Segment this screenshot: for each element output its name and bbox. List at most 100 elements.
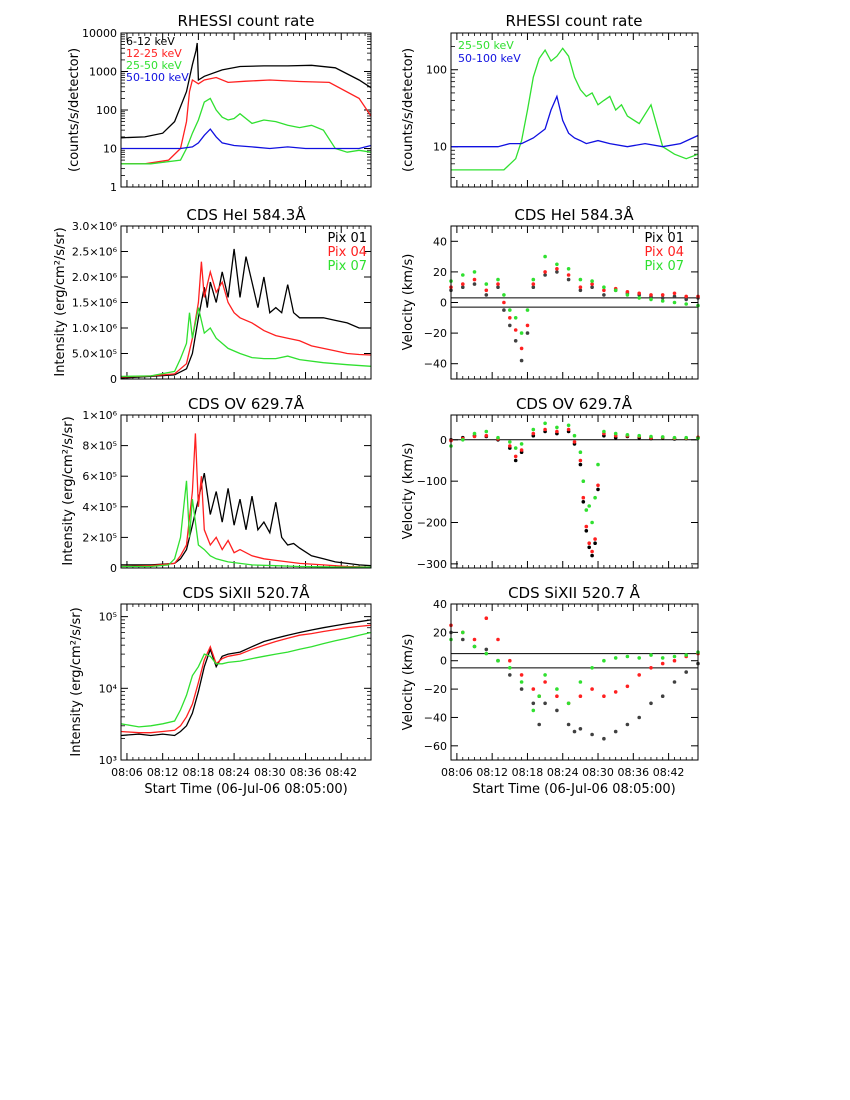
data-point <box>543 673 547 677</box>
data-point <box>484 429 489 434</box>
legend-entry: 6-12 keV <box>126 35 175 48</box>
data-point <box>637 433 641 438</box>
plot-frame <box>120 225 372 380</box>
data-point <box>625 654 630 659</box>
data-point <box>543 680 547 684</box>
data-point <box>660 656 665 660</box>
data-point <box>596 487 600 492</box>
data-point <box>461 282 465 286</box>
data-point <box>472 434 477 439</box>
data-point <box>461 438 465 442</box>
data-point <box>587 541 591 545</box>
x-tick-label: 08:36 <box>290 766 322 779</box>
y-tick-label: 6×10⁵ <box>82 470 117 483</box>
x-tick-labels: 08:06 08:12 08:18 08:24 08:30 08:36 08:42 <box>111 766 357 779</box>
data-point <box>596 462 600 467</box>
series-line <box>121 480 371 568</box>
x-axis-label: Start Time (06-Jul-06 08:05:00) <box>144 782 347 797</box>
data-point <box>531 431 536 436</box>
data-point <box>613 288 618 293</box>
plot-frame <box>450 603 699 761</box>
y-tick-label: 20 <box>433 266 447 279</box>
y-axis-label: (counts/s/detector) <box>401 48 416 172</box>
data-point <box>484 282 489 286</box>
plot-frame <box>450 32 699 188</box>
panel-he-velocity: CDS HeI 584.3Å −40 −20 0 20 40 Velocity (km/… <box>401 205 700 380</box>
data-point <box>555 429 559 434</box>
y-tick-label: 2×10⁵ <box>82 531 117 544</box>
data-point <box>578 450 583 455</box>
data-point <box>572 440 577 444</box>
y-axis-label: Velocity (km/s) <box>401 443 416 540</box>
legend-entry: Pix 07 <box>327 259 367 274</box>
data-point <box>566 267 571 271</box>
x-tick-label: 08:12 <box>476 766 508 779</box>
panel-ov-velocity: CDS OV 629.7Å −300 −200 −100 0 Velocity (km… <box>401 394 700 571</box>
data-point <box>672 300 677 305</box>
data-point <box>543 427 547 432</box>
data-point <box>484 651 489 656</box>
y-tick-label: −40 <box>424 711 447 724</box>
y-tick-label: 10³ <box>99 754 117 767</box>
legend: Pix 01 Pix 04 Pix 07 <box>644 231 684 274</box>
data-point <box>472 637 477 642</box>
panel-rhessi-right: RHESSI count rate 10 100 (counts/s/detect… <box>401 12 699 188</box>
y-tick-label: 10000 <box>82 27 117 40</box>
data-point <box>584 524 589 529</box>
data-point <box>555 262 559 267</box>
y-tick-label: −200 <box>417 517 447 530</box>
data-point <box>581 479 586 484</box>
panel-title: CDS HeI 584.3Å <box>186 205 306 224</box>
legend-entry: Pix 01 <box>644 231 684 246</box>
data-point <box>484 433 489 438</box>
y-tick-label: 40 <box>433 598 447 611</box>
data-point <box>590 732 594 737</box>
x-tick-label: 08:18 <box>512 766 544 779</box>
data-point <box>578 458 583 463</box>
data-point <box>590 553 594 558</box>
x-tick-labels: 08:06 08:12 08:18 08:24 08:30 08:36 08:42 <box>441 766 684 779</box>
data-point <box>508 673 512 677</box>
data-point <box>543 254 547 259</box>
data-point <box>502 308 506 312</box>
y-tick-label: 3.0×10⁶ <box>72 220 118 233</box>
data-point <box>684 302 688 306</box>
data-point <box>531 427 536 432</box>
plot-frame <box>450 414 699 569</box>
data-point <box>602 285 606 290</box>
data-point <box>584 508 589 512</box>
panel-title: CDS SiXII 520.7 Å <box>508 583 641 602</box>
series-line <box>121 472 372 567</box>
data-point <box>613 656 618 660</box>
panel-title: CDS OV 629.7Å <box>188 394 305 413</box>
data-point <box>519 358 524 363</box>
data-point <box>684 653 688 657</box>
data-point <box>531 687 536 691</box>
data-point <box>587 504 591 508</box>
data-point <box>519 687 524 691</box>
data-point <box>660 694 665 698</box>
data-point <box>572 433 577 438</box>
data-point <box>625 293 630 297</box>
data-point <box>472 431 477 436</box>
data-point <box>513 328 518 332</box>
panel-ov-intensity: CDS OV 629.7Å 0 2×10⁵ 4×10⁵ 6×10⁵ 8×10⁵ 1×10⁶… <box>61 394 372 575</box>
data-point <box>543 701 547 706</box>
data-point <box>637 673 641 677</box>
data-point <box>508 666 512 670</box>
data-point <box>496 658 500 663</box>
data-point <box>660 296 665 300</box>
legend: Pix 01 Pix 04 Pix 07 <box>327 231 367 274</box>
data-point <box>508 444 512 448</box>
data-point <box>531 282 536 286</box>
y-tick-label: −40 <box>424 358 447 371</box>
data-point <box>496 285 500 290</box>
data-point <box>543 270 547 274</box>
series-line <box>120 619 372 737</box>
plot-frame <box>120 32 372 188</box>
data-point <box>637 296 641 300</box>
data-point <box>472 270 477 274</box>
y-tick-label: 0 <box>110 562 117 575</box>
panel-rhessi-left: RHESSI count rate 1 10 100 1000 10000 (count… <box>67 12 372 194</box>
legend-entry: Pix 07 <box>644 259 684 274</box>
